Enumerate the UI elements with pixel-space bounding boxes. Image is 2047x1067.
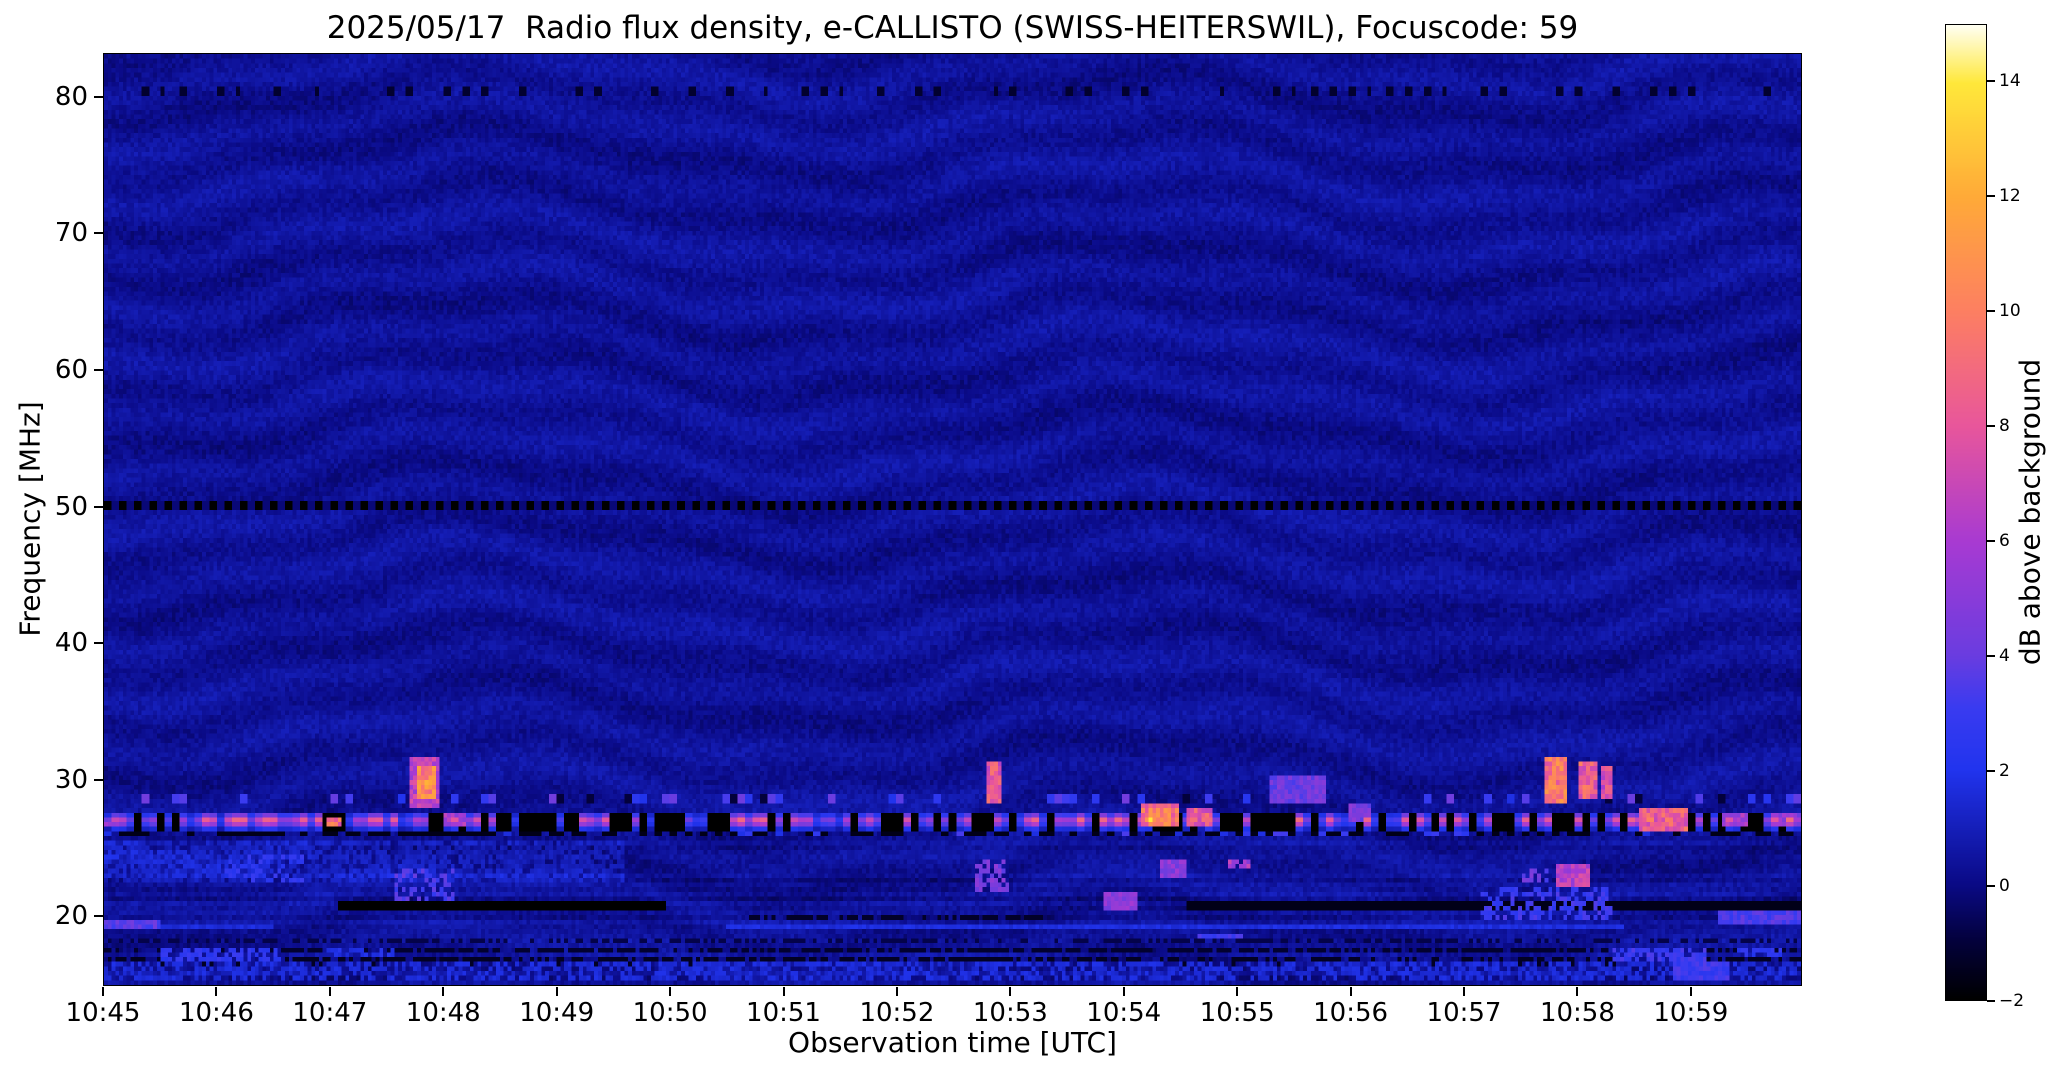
- x-tick-label: 10:51: [746, 998, 821, 1028]
- chart-title: 2025/05/17 Radio flux density, e-CALLIST…: [326, 10, 1579, 46]
- x-tick-label: 10:49: [519, 998, 595, 1028]
- y-tick-mark: [94, 232, 103, 235]
- x-tick-mark: [1463, 987, 1465, 996]
- x-tick-label: 10:50: [632, 998, 708, 1028]
- colorbar-tick-mark: [1987, 540, 1995, 543]
- colorbar-tick-label: 4: [1999, 646, 2010, 667]
- y-tick-label: 40: [54, 628, 88, 659]
- x-tick-label: 10:59: [1653, 998, 1729, 1028]
- y-tick-mark: [94, 778, 103, 781]
- x-tick-mark: [895, 987, 898, 996]
- x-tick-mark: [215, 987, 218, 996]
- colorbar-tick-mark: [1987, 1000, 1995, 1002]
- colorbar-tick-mark: [1987, 80, 1995, 83]
- y-tick-mark: [94, 368, 103, 371]
- x-tick-mark: [1236, 987, 1239, 996]
- colorbar-tick-mark: [1987, 425, 1995, 428]
- x-tick-label: 10:47: [292, 998, 368, 1028]
- y-tick-label: 30: [54, 764, 88, 795]
- y-tick-label: 50: [54, 491, 88, 522]
- colorbar-tick-mark: [1987, 885, 1995, 888]
- x-tick-label: 10:52: [859, 998, 935, 1028]
- colorbar-tick-label: 8: [1999, 416, 2010, 437]
- x-tick-mark: [1576, 987, 1579, 996]
- x-tick-mark: [782, 987, 785, 996]
- colorbar-tick-label: 6: [1999, 531, 2010, 552]
- spectrogram-plot-area: [103, 53, 1802, 986]
- x-tick-label: 10:54: [1086, 998, 1162, 1028]
- colorbar: [1945, 24, 1987, 1001]
- x-tick-mark: [442, 987, 445, 996]
- colorbar-tick-label: −2: [1999, 991, 2025, 1011]
- x-tick-mark: [1349, 987, 1352, 996]
- y-tick-label: 20: [54, 901, 88, 932]
- y-tick-mark: [94, 95, 103, 98]
- x-tick-label: 10:58: [1539, 998, 1615, 1028]
- x-tick-mark: [328, 987, 331, 996]
- colorbar-tick-mark: [1987, 770, 1995, 773]
- x-tick-label: 10:46: [178, 998, 254, 1028]
- y-axis-ticks: 20 30 40 50 60 70 80: [0, 53, 103, 986]
- x-tick-mark: [1689, 987, 1692, 996]
- colorbar-tick-label: 0: [1999, 876, 2010, 897]
- colorbar-ticks: 14 12 10 8 6 4 2 0 −2: [1987, 24, 2047, 1011]
- y-tick-label: 70: [54, 218, 88, 249]
- colorbar-tick-label: 2: [1999, 761, 2010, 782]
- x-tick-label: 10:48: [405, 998, 481, 1028]
- y-tick-label: 60: [54, 354, 88, 385]
- y-tick-label: 80: [54, 81, 88, 112]
- x-tick-label: 10:53: [972, 998, 1048, 1028]
- y-tick-mark: [94, 915, 103, 918]
- x-tick-label: 10:57: [1426, 998, 1502, 1028]
- x-tick-mark: [669, 987, 672, 996]
- colorbar-tick-label: 14: [1999, 71, 2021, 92]
- x-tick-mark: [1122, 987, 1125, 996]
- colorbar-tick-mark: [1987, 195, 1995, 198]
- x-axis-label: Observation time [UTC]: [788, 1026, 1117, 1059]
- x-tick-label: 10:55: [1199, 998, 1275, 1028]
- colorbar-gradient-canvas: [1946, 25, 1986, 1000]
- colorbar-tick-mark: [1987, 655, 1995, 658]
- y-axis-label: Frequency [MHz]: [13, 401, 47, 637]
- colorbar-tick-label: 12: [1999, 186, 2021, 207]
- x-tick-label: 10:45: [65, 998, 141, 1028]
- colorbar-label: dB above background: [2013, 358, 2047, 666]
- colorbar-tick-label: 10: [1999, 301, 2021, 322]
- x-tick-mark: [102, 987, 104, 996]
- spectrogram-canvas: [104, 54, 1801, 985]
- y-tick-mark: [94, 642, 103, 645]
- x-tick-mark: [1009, 987, 1012, 996]
- colorbar-tick-mark: [1987, 310, 1995, 313]
- x-axis-ticks: 10:45 10:46 10:47 10:48 10:49 10:50 10:51 10:52…: [66, 986, 1802, 1032]
- x-tick-mark: [555, 987, 558, 996]
- y-tick-mark: [94, 505, 103, 508]
- x-tick-label: 10:56: [1313, 998, 1389, 1028]
